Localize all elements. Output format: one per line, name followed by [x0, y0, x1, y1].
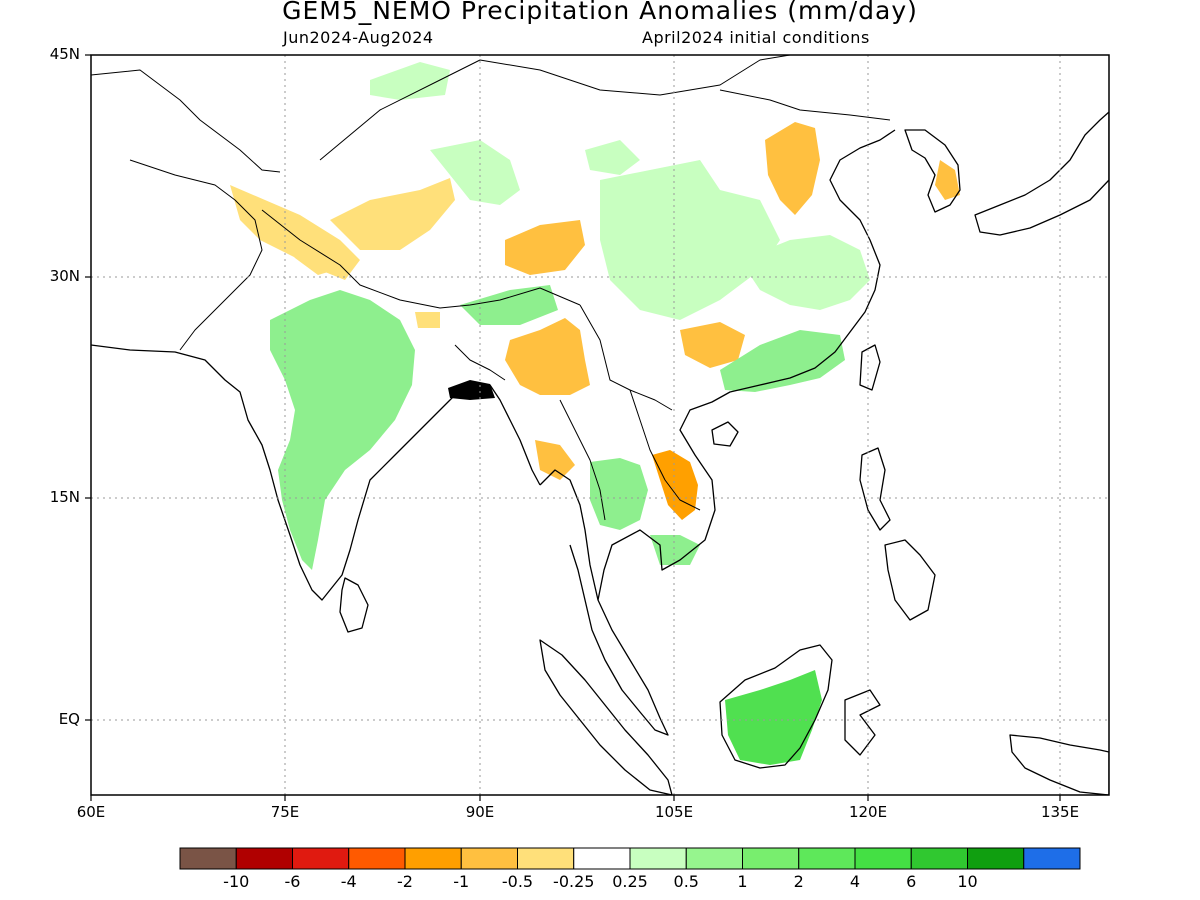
colorbar-swatch: [854, 847, 912, 870]
coastline-new-guinea: [1009, 734, 1109, 795]
lon-label-75e: 75E: [270, 803, 300, 821]
colorbar-swatch: [292, 847, 350, 870]
colorbar-swatch: [798, 847, 856, 870]
lon-label-60e: 60E: [76, 803, 106, 821]
colorbar-label: -1: [453, 872, 470, 891]
colorbar-swatch: [517, 847, 575, 870]
colorbar-swatch: [742, 847, 800, 870]
colorbar-label: 0.25: [612, 872, 648, 891]
anomaly-korea-dry: [935, 160, 960, 200]
colorbar-swatch: [404, 847, 462, 870]
coastline-borneo: [719, 644, 833, 769]
anomaly-north-china-wet: [600, 160, 870, 320]
coastline-indochina-china: [597, 129, 896, 601]
coastline-sri-lanka: [339, 577, 369, 633]
colorbar-label: 4: [849, 872, 861, 891]
season-subtitle: Jun2024-Aug2024: [283, 28, 434, 47]
colorbar-label: -10: [223, 872, 250, 891]
anomaly-indochina-dry: [652, 450, 698, 520]
colorbar-label: -6: [284, 872, 301, 891]
coastline-sumatra: [539, 639, 673, 795]
colorbar-swatch: [235, 847, 293, 870]
lat-label-30n: 30N: [49, 267, 80, 285]
coastline-korea: [904, 129, 961, 213]
colorbar-swatch: [348, 847, 406, 870]
lon-label-105e: 105E: [654, 803, 694, 821]
anomaly-mongolia-wet: [370, 62, 640, 205]
border-central-asia: [91, 69, 281, 173]
coastline-taiwan: [859, 344, 881, 391]
colorbar-swatch: [460, 847, 518, 870]
colorbar-label: -0.25: [553, 872, 595, 891]
coastline-luzon: [859, 447, 891, 531]
border-myanmar-thai: [559, 399, 606, 521]
anomaly-layer: [91, 55, 1109, 795]
coastline-hainan: [711, 421, 739, 447]
colorbar: [179, 847, 1081, 870]
coastline-myanmar-malaya: [539, 469, 669, 736]
map-frame: [90, 54, 1110, 796]
colorbar-swatch: [1023, 847, 1081, 870]
lat-label-eq: EQ: [58, 710, 80, 728]
coastline-mindanao: [884, 539, 936, 621]
anomaly-tibet-dry-core: [505, 220, 745, 368]
border-china-north-2: [719, 89, 891, 121]
ganges-delta: [448, 380, 495, 400]
colorbar-swatch: [629, 847, 687, 870]
lat-label-45n: 45N: [49, 45, 80, 63]
anomaly-india-wet: [270, 285, 558, 570]
colorbar-swatch: [967, 847, 1025, 870]
colorbar-swatch: [179, 847, 237, 870]
colorbar-label: 1: [737, 872, 748, 891]
anomaly-north-china-dry: [765, 122, 820, 215]
colorbar-label: -0.5: [501, 872, 534, 891]
anomaly-south-china-wet: [720, 330, 845, 392]
colorbar-label: 0.5: [673, 872, 699, 891]
colorbar-swatch: [910, 847, 968, 870]
graticule: [91, 55, 1109, 795]
colorbar-label: 2: [793, 872, 804, 891]
border-bangladesh: [454, 344, 506, 381]
coastline-india: [91, 344, 541, 601]
border-seasia: [579, 304, 673, 411]
lon-label-135e: 135E: [1040, 803, 1080, 821]
colorbar-label: 10: [957, 872, 978, 891]
init-subtitle: April2024 initial conditions: [642, 28, 870, 47]
anomaly-myanmar-dry: [505, 318, 590, 480]
border-laos-vietnam: [629, 389, 701, 511]
colorbar-swatch: [573, 847, 631, 870]
coastline-japan: [974, 111, 1109, 236]
colorbar-label: -2: [397, 872, 413, 891]
colorbar-swatch: [685, 847, 743, 870]
border-himalaya: [261, 209, 581, 309]
border-pakistan: [129, 159, 263, 351]
lat-label-15n: 15N: [49, 488, 80, 506]
axis-ticks: [85, 54, 1061, 801]
lon-label-120e: 120E: [848, 803, 888, 821]
anomaly-tibet-dry: [230, 178, 455, 280]
border-china-north: [319, 55, 791, 161]
colorbar-label: -4: [340, 872, 357, 891]
colorbar-label: 6: [906, 872, 917, 891]
anomaly-borneo-wet: [725, 670, 822, 765]
lon-label-90e: 90E: [465, 803, 495, 821]
map-title: GEM5_NEMO Precipitation Anomalies (mm/da…: [282, 0, 918, 25]
anomaly-thailand-wet: [590, 458, 700, 565]
coastline-sulawesi: [844, 689, 881, 756]
